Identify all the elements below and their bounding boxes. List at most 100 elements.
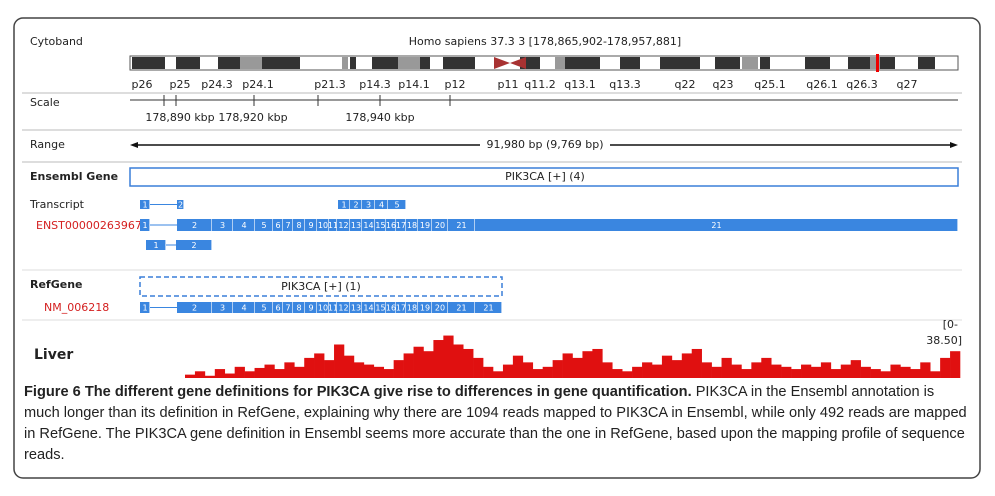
- exon: [406, 302, 418, 313]
- coverage-bar: [830, 369, 842, 378]
- exon: [350, 219, 362, 231]
- band-label: p25: [170, 78, 191, 91]
- exon: [329, 219, 337, 231]
- arrow-head: [130, 142, 138, 148]
- exon-label: 15: [375, 221, 385, 230]
- coverage-bar: [363, 364, 375, 378]
- caption: Figure 6 The different gene definitions …: [24, 382, 969, 466]
- exon-label: 12: [338, 221, 348, 230]
- exon-label: 1: [153, 241, 158, 250]
- exon-label: 4: [379, 201, 384, 210]
- exon: [350, 302, 362, 313]
- band-label: q25.1: [754, 78, 785, 91]
- exon: [212, 302, 233, 313]
- coverage-bar: [761, 357, 772, 378]
- coverage-bar: [274, 369, 285, 378]
- exon-label: 9: [308, 304, 313, 313]
- exon: [338, 200, 350, 209]
- coverage-bar: [522, 362, 534, 378]
- exon: [177, 302, 212, 313]
- scale-label: 178,920 kbp: [218, 111, 287, 124]
- coverage-bar: [453, 344, 464, 378]
- coverage-bar: [294, 366, 305, 378]
- exon-label: 2: [353, 201, 358, 210]
- coverage-bar: [552, 360, 563, 378]
- exon-label: 17: [396, 221, 406, 230]
- exon-label: 14: [363, 221, 373, 230]
- coverage-bar: [711, 366, 722, 378]
- band-label: q13.3: [609, 78, 640, 91]
- coverage-bar: [483, 366, 494, 378]
- band: [918, 57, 935, 69]
- exon: [375, 200, 388, 209]
- coverage-bar: [582, 351, 593, 378]
- exon: [177, 219, 212, 231]
- coverage-bar: [423, 351, 434, 378]
- exon: [388, 200, 406, 209]
- band: [443, 57, 475, 69]
- exon: [283, 302, 293, 313]
- coverage-bar: [473, 357, 484, 378]
- exon: [317, 302, 329, 313]
- coverage-bar: [701, 362, 712, 378]
- figure-frame: [13, 17, 981, 479]
- exon-label: 11: [328, 221, 338, 230]
- coverage-bar: [373, 366, 385, 378]
- coverage-bar: [602, 362, 613, 378]
- coverage-bar: [185, 374, 196, 378]
- exon: [362, 302, 375, 313]
- exon: [337, 219, 350, 231]
- coverage-bar: [930, 371, 941, 378]
- track-label: RefGene: [30, 278, 83, 291]
- coverage-bar: [691, 348, 702, 378]
- centromere: [494, 57, 510, 69]
- track-label: Transcript: [29, 198, 85, 211]
- exon: [273, 219, 283, 231]
- coverage-bar: [751, 362, 762, 378]
- exon-label: 1: [341, 201, 346, 210]
- coverage-bar: [791, 369, 802, 378]
- transcript-id: NM_006218: [44, 301, 109, 314]
- coverage-bar: [433, 340, 444, 378]
- exon: [362, 219, 375, 231]
- exon: [283, 219, 293, 231]
- band: [760, 57, 770, 69]
- exon: [233, 219, 255, 231]
- exon-label: 2: [178, 201, 183, 210]
- track-label: Range: [30, 138, 65, 151]
- coverage-bar: [920, 362, 931, 378]
- scale-label: 178,940 kbp: [345, 111, 414, 124]
- exon: [418, 302, 432, 313]
- band-label: q13.1: [564, 78, 595, 91]
- coverage-bar: [393, 360, 404, 378]
- coverage-bar: [304, 357, 315, 378]
- coverage-bar: [890, 364, 901, 378]
- exon-label: 20: [435, 304, 445, 313]
- track-label: Liver: [34, 347, 73, 363]
- exon-label: 1: [142, 201, 147, 210]
- band: [715, 57, 740, 69]
- exon: [362, 200, 375, 209]
- band: [350, 57, 356, 69]
- exon: [432, 302, 448, 313]
- coverage-bar: [383, 369, 394, 378]
- exon: [140, 200, 150, 209]
- exon: [386, 219, 396, 231]
- band-label: p12: [445, 78, 466, 91]
- position-marker: [876, 54, 879, 72]
- gene-box: [129, 167, 959, 187]
- exon-label: 5: [394, 201, 399, 210]
- band-label: p14.1: [398, 78, 429, 91]
- transcript-id: ENST00000263967: [36, 219, 142, 232]
- coverage-bar: [403, 353, 414, 378]
- band-label: q26.1: [806, 78, 837, 91]
- exon-label: 21: [711, 221, 721, 230]
- coverage-bar: [781, 366, 792, 378]
- exon: [406, 219, 418, 231]
- band-label: p26: [132, 78, 153, 91]
- exon: [475, 219, 958, 231]
- coverage-bar: [880, 371, 891, 378]
- band: [620, 57, 640, 69]
- exon-label: 21: [456, 304, 466, 313]
- coverage-bar: [870, 369, 881, 378]
